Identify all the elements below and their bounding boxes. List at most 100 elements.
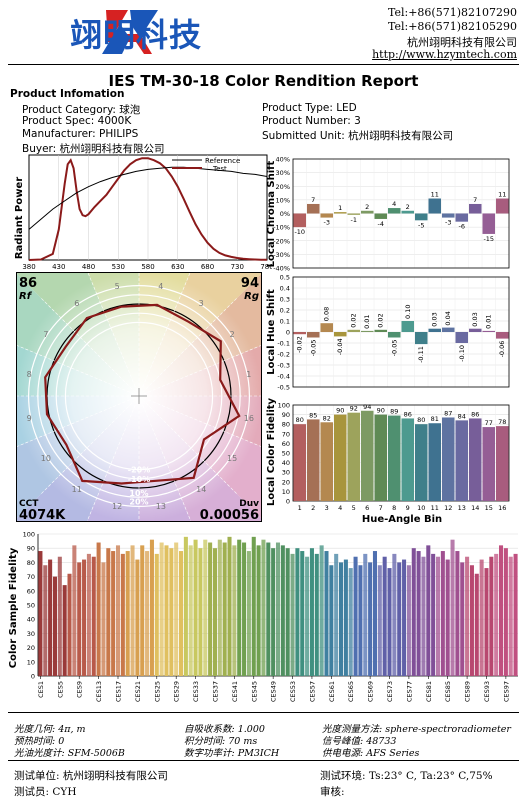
bar-label: 2 <box>406 203 410 211</box>
spd-x-tick-label: 680 <box>201 263 214 271</box>
y-tick-label: -0.1 <box>277 340 290 348</box>
bar-label: 78 <box>498 418 506 426</box>
footer-photometer: 光油光度计: SFM-5006B <box>14 748 125 759</box>
bar-label: 77 <box>485 419 493 427</box>
y-tick-label: 60 <box>282 440 290 448</box>
plot-frame <box>292 276 510 388</box>
bar-label: -0.10 <box>458 345 466 362</box>
x-tick-label: CES41 <box>231 681 239 702</box>
sample-bar <box>484 568 489 676</box>
sample-bar <box>392 553 397 676</box>
spd-legend: Reference Test <box>172 157 240 173</box>
sample-bar <box>227 536 232 676</box>
product-section-title: Product Infomation <box>10 88 125 100</box>
bar-label: 7 <box>473 196 477 204</box>
bar-bin-7 <box>374 329 387 332</box>
y-tick-label: 40 <box>27 616 35 624</box>
company-name: 翊明科技 <box>70 16 203 54</box>
bar-label: -1 <box>351 216 357 224</box>
sample-bar <box>203 539 208 676</box>
bar-label: 86 <box>404 410 412 418</box>
y-tick-label: 30 <box>27 630 35 638</box>
x-tick-label: 4 <box>338 504 342 512</box>
local-fidelity-chart: Local Color Fidelity 1009080706050403020… <box>266 397 510 525</box>
sample-bar <box>353 556 358 676</box>
bar-label: 81 <box>431 415 439 423</box>
bar-bin-15 <box>482 427 495 501</box>
footer-peak: 信号峰值: 48733 <box>322 736 397 747</box>
bar-bin-1 <box>293 424 306 501</box>
y-tick-label: 30% <box>276 169 290 177</box>
sample-bar <box>217 539 222 676</box>
reference-ring <box>64 321 214 471</box>
sample-bar <box>295 548 300 676</box>
bar-bin-11 <box>428 198 441 214</box>
bar-bin-3 <box>320 323 333 332</box>
hue-grid: 0.50.40.30.20.10-0.1-0.2-0.3-0.4-0.5 <box>277 274 510 392</box>
sample-bar <box>309 548 314 676</box>
bin-line <box>138 272 191 397</box>
y-tick-label: 0 <box>286 498 290 506</box>
bar-bin-2 <box>307 203 320 214</box>
hue-bin-label: 11 <box>72 485 82 494</box>
bar-label: 0.03 <box>471 312 479 326</box>
sample-bar <box>435 556 441 676</box>
sample-bar <box>285 548 290 676</box>
bar-bin-11 <box>428 328 441 332</box>
submitted-unit: Submitted Unit: 杭州翊明科技有限公司 <box>262 130 454 142</box>
bar-label: 2 <box>365 203 369 211</box>
x-tick-label: 11 <box>431 504 439 512</box>
sample-bar <box>426 545 431 676</box>
bar-bin-9 <box>401 210 414 214</box>
sample-bar <box>290 553 295 676</box>
ring-label: -20% <box>128 466 150 475</box>
hue-ylabel: Local Hue Shift <box>266 289 277 375</box>
y-tick-label: 80 <box>27 559 35 567</box>
sample-bar <box>106 548 111 676</box>
bar-bin-16 <box>496 426 509 501</box>
company-logo <box>102 10 158 54</box>
bar-label: -4 <box>378 220 384 228</box>
y-tick-label: -0.4 <box>277 373 290 381</box>
bar-label: 0.02 <box>350 313 358 327</box>
x-tick-label: 3 <box>325 504 329 512</box>
sample-bar <box>193 539 198 676</box>
x-tick-label: 8 <box>392 504 396 512</box>
y-tick-label: 0.5 <box>280 274 290 282</box>
x-tick-label: CES9 <box>76 681 84 698</box>
x-tick-label: 12 <box>444 504 452 512</box>
bar-bin-14 <box>469 203 482 214</box>
bar-label: 4 <box>392 200 396 208</box>
website-link[interactable]: http://www.hzymtech.com <box>372 48 517 61</box>
sample-bar <box>465 556 470 676</box>
hue-bin-label: 5 <box>115 282 120 291</box>
cct-value: 4074K <box>19 508 66 522</box>
bar-label: 86 <box>471 410 479 418</box>
footer-tester: 测试员: CYH <box>14 786 77 798</box>
bin-line <box>138 395 262 448</box>
sample-bar <box>62 585 67 676</box>
x-tick-label: 16 <box>498 504 506 512</box>
sample-bar <box>319 545 324 676</box>
sample-bar <box>251 536 256 676</box>
vector-curves <box>44 303 241 485</box>
y-tick-label: 70 <box>27 573 35 581</box>
x-tick-label: CES53 <box>289 681 297 702</box>
bar-label: -0.02 <box>296 336 304 353</box>
bar-bin-12 <box>442 327 455 332</box>
bar-bin-12 <box>442 417 455 501</box>
bar-bin-6 <box>361 210 374 214</box>
sample-bar <box>421 556 426 676</box>
header-divider <box>8 64 519 65</box>
sample-bar <box>280 545 285 676</box>
bar-label: -0.11 <box>417 346 425 363</box>
sample-bar <box>479 559 484 676</box>
sample-bar <box>271 548 276 676</box>
bin-line <box>16 395 140 448</box>
bar-label: 89 <box>390 408 398 416</box>
legend-reference: Reference <box>205 157 240 165</box>
sample-bar <box>43 565 48 676</box>
sample-bar <box>494 553 499 676</box>
hue-bin-label: 2 <box>230 330 235 339</box>
y-tick-label: -20% <box>273 237 290 245</box>
